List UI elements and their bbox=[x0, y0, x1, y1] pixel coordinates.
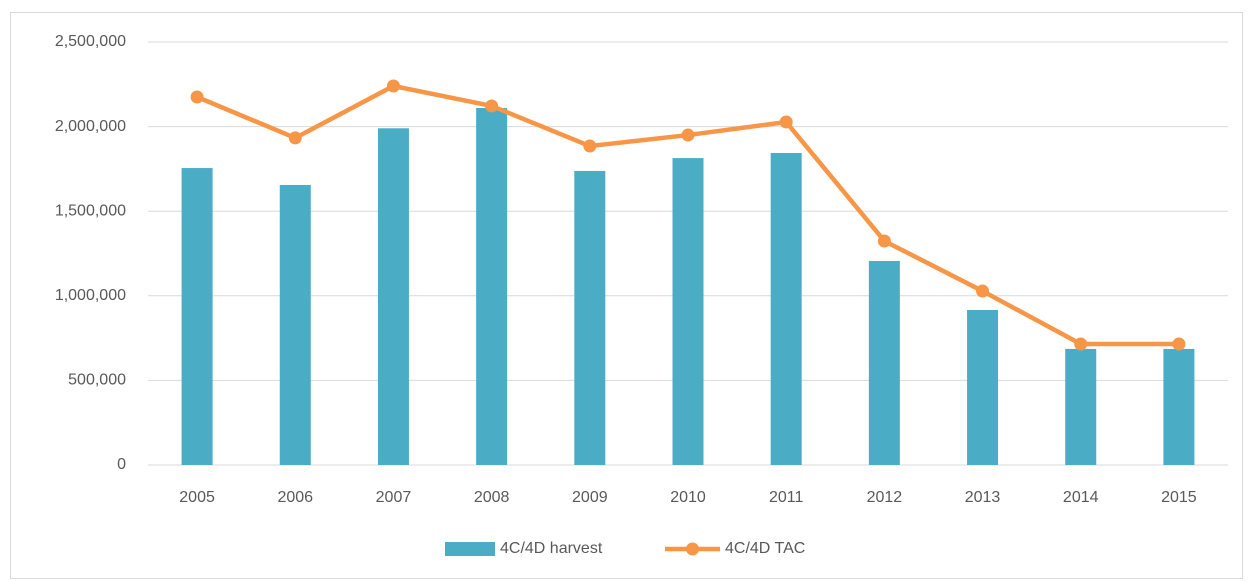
bar bbox=[1163, 348, 1195, 465]
marker bbox=[288, 131, 302, 145]
bar bbox=[770, 152, 802, 466]
x-tick-label: 2005 bbox=[179, 489, 215, 506]
legend-label: 4C/4D harvest bbox=[500, 540, 603, 557]
marker bbox=[779, 115, 793, 129]
marker bbox=[1172, 337, 1186, 351]
bar bbox=[181, 168, 213, 465]
x-tick-label: 2012 bbox=[867, 489, 903, 506]
bar bbox=[377, 128, 409, 466]
y-tick-label: 500,000 bbox=[68, 372, 126, 389]
legend-marker bbox=[686, 542, 699, 556]
bar bbox=[476, 107, 508, 465]
x-tick-label: 2008 bbox=[474, 489, 510, 506]
bar bbox=[1065, 348, 1097, 465]
marker bbox=[681, 128, 695, 142]
x-tick-label: 2006 bbox=[277, 489, 313, 506]
x-tick-label: 2015 bbox=[1161, 489, 1197, 506]
bar bbox=[672, 158, 704, 465]
marker bbox=[386, 79, 400, 93]
bar bbox=[574, 170, 606, 465]
marker bbox=[877, 234, 891, 248]
bar bbox=[279, 184, 311, 465]
marker bbox=[1074, 337, 1088, 351]
x-tick-label: 2010 bbox=[670, 489, 706, 506]
bar bbox=[967, 310, 999, 465]
x-tick-label: 2007 bbox=[376, 489, 412, 506]
x-tick-label: 2014 bbox=[1063, 489, 1099, 506]
x-tick-label: 2011 bbox=[769, 489, 804, 506]
y-tick-label: 0 bbox=[117, 456, 126, 473]
y-tick-label: 1,500,000 bbox=[55, 202, 126, 219]
marker bbox=[583, 139, 597, 153]
legend-label: 4C/4D TAC bbox=[725, 540, 805, 557]
legend-swatch bbox=[445, 542, 495, 556]
y-tick-label: 2,500,000 bbox=[55, 33, 126, 50]
x-tick-label: 2009 bbox=[572, 489, 608, 506]
marker bbox=[190, 90, 204, 104]
x-tick-label: 2013 bbox=[965, 489, 1001, 506]
marker bbox=[485, 99, 499, 113]
marker bbox=[976, 284, 990, 298]
y-tick-label: 1,000,000 bbox=[55, 287, 126, 304]
bar bbox=[868, 260, 900, 465]
y-tick-label: 2,000,000 bbox=[55, 118, 126, 135]
